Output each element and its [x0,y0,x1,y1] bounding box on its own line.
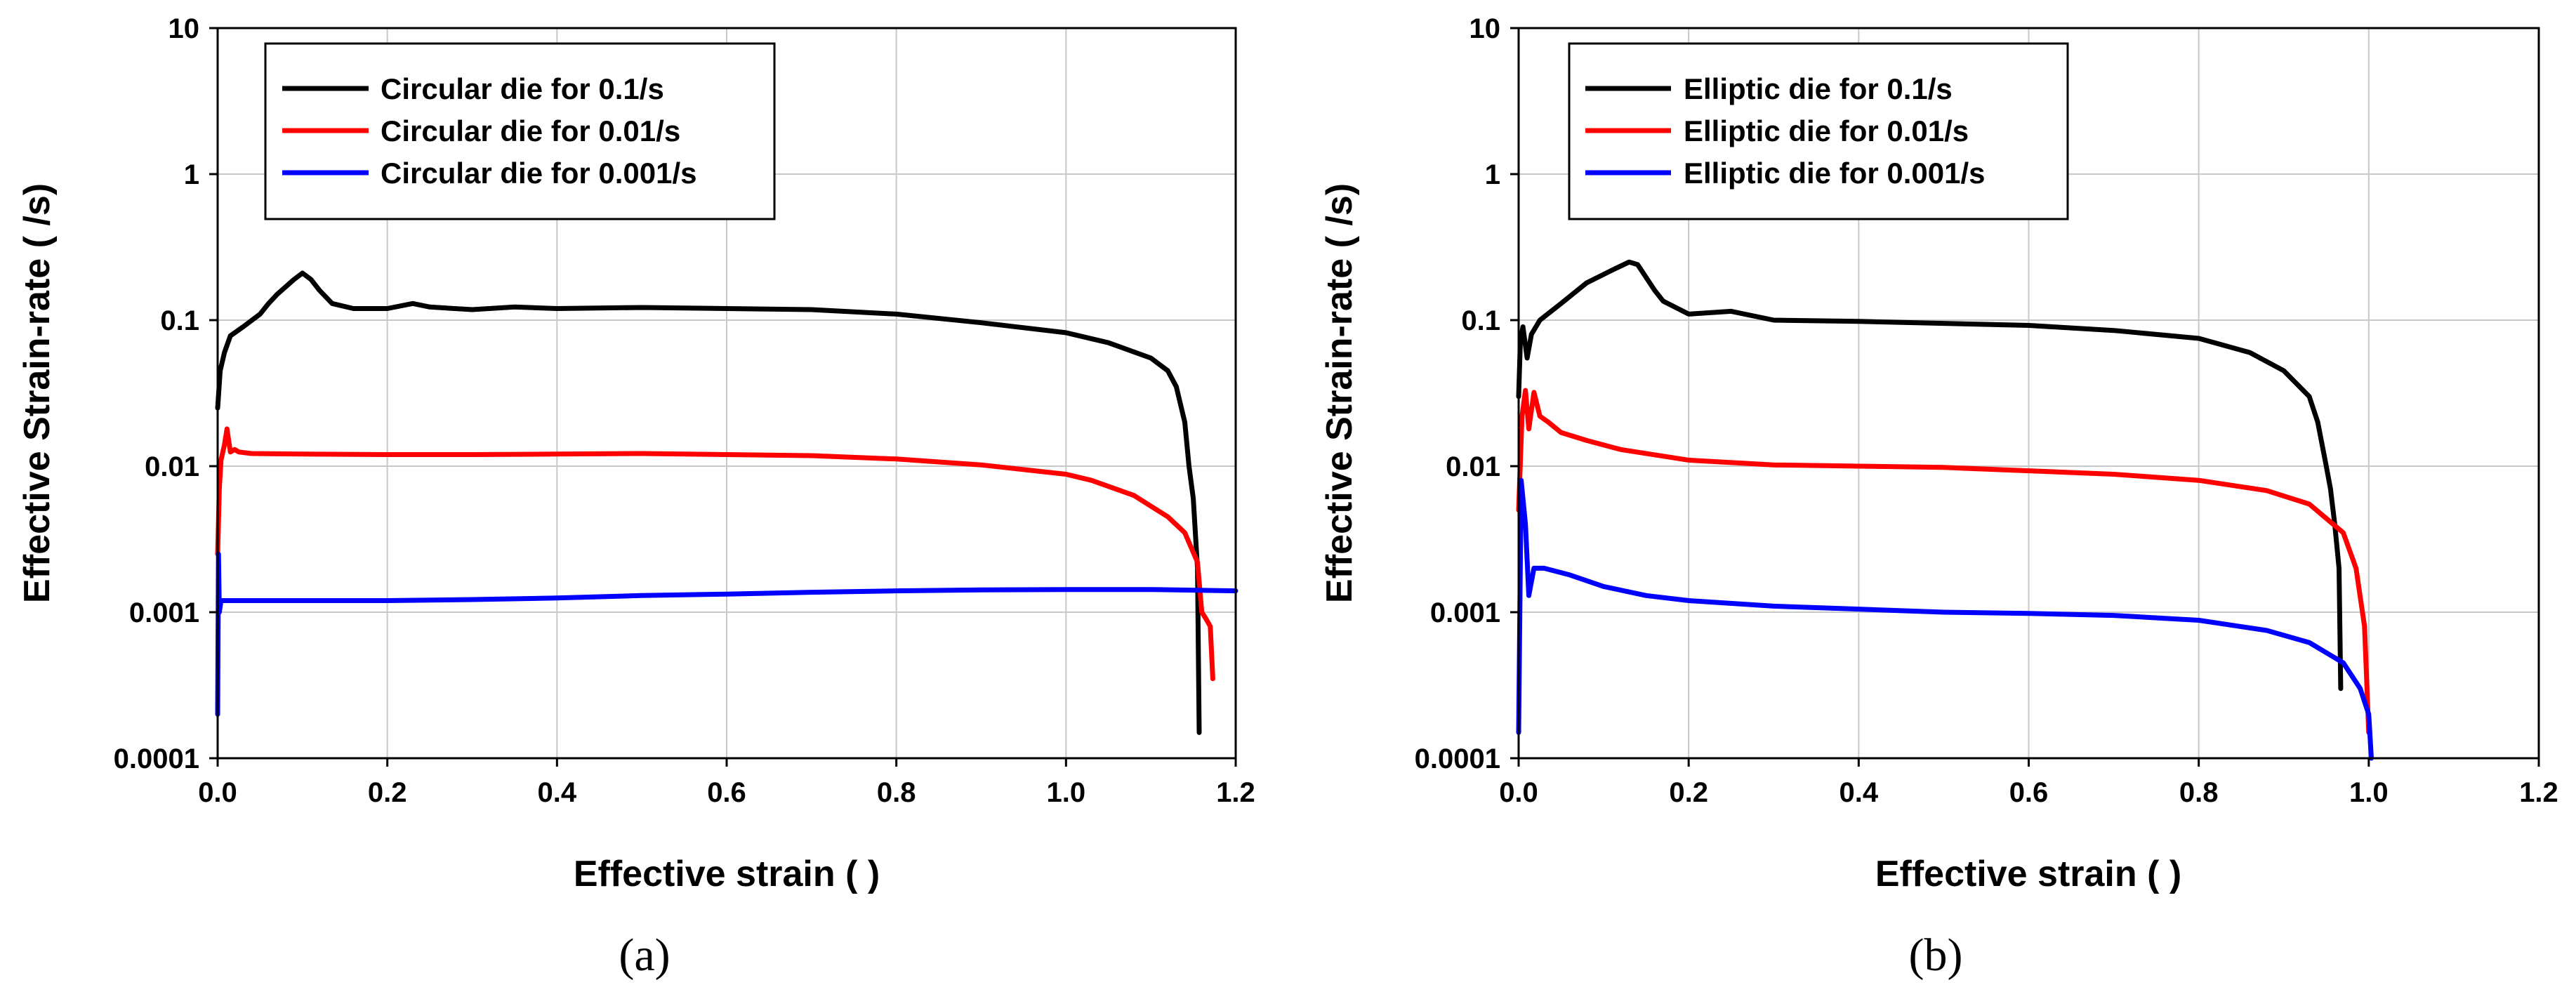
series-line-b-1 [1516,388,2372,735]
legend-label-a-0: Circular die for 0.1/s [381,72,664,105]
x-tick-label-b-4: 0.8 [2179,777,2219,808]
x-ticks-b: 0.0 0.2 0.4 0.6 0.8 1.0 1.2 [1499,758,2558,808]
y-tick-label-a-0: 0.0001 [114,743,199,774]
series-line-a-1 [215,426,1215,682]
series-line-b-0 [1516,259,2344,692]
legend-label-a-1: Circular die for 0.01/s [381,114,680,147]
x-tick-label-b-1: 0.2 [1669,777,1708,808]
x-tick-label-b-0: 0.0 [1499,777,1538,808]
series-line-a-2 [215,551,1239,717]
legend-b: Elliptic die for 0.1/s Elliptic die for … [1568,42,2069,220]
legend-label-b-2: Elliptic die for 0.001/s [1684,157,1986,190]
y-tick-label-b-5: 10 [1469,13,1501,44]
plot-border-b [1517,27,2540,760]
x-tick-label-b-5: 1.0 [2349,777,2389,808]
y-ticks-b: 0.0001 0.001 0.01 0.1 1 10 [1415,13,1519,774]
y-tick-label-b-3: 0.1 [1461,305,1500,336]
y-tick-label-b-1: 0.001 [1430,597,1500,628]
x-tick-label-a-5: 1.0 [1047,777,1086,808]
caption-a: (a) [619,930,670,981]
series-line-a-0 [215,270,1202,735]
x-axis-label-a: Effective strain ( ) [574,854,880,894]
x-tick-label-a-1: 0.2 [368,777,407,808]
y-tick-label-a-3: 0.1 [160,305,199,336]
caption-b: (b) [1909,930,1963,981]
chart-panel-a: 0.0 0.2 0.4 0.6 0.8 1.0 1.2 0.0001 0.001 0.01 0.1… [17,13,1255,981]
series-group-b [1516,259,2374,761]
x-tick-label-b-3: 0.6 [2009,777,2049,808]
y-tick-label-a-2: 0.01 [145,451,199,482]
y-axis-label-a: Effective Strain-rate ( /s) [17,183,58,603]
y-tick-label-b-2: 0.01 [1446,451,1500,482]
x-tick-label-a-6: 1.2 [1216,777,1255,808]
y-axis-label-b: Effective Strain-rate ( /s) [1319,183,1360,603]
legend-label-b-1: Elliptic die for 0.01/s [1684,114,1969,147]
x-tick-label-b-6: 1.2 [2519,777,2558,808]
legend-a: Circular die for 0.1/s Circular die for … [264,42,776,220]
legend-label-b-0: Elliptic die for 0.1/s [1684,72,1953,105]
legend-label-a-2: Circular die for 0.001/s [381,157,697,190]
x-tick-label-b-2: 0.4 [1839,777,1879,808]
x-tick-label-a-0: 0.0 [198,777,237,808]
x-axis-label-b: Effective strain ( ) [1875,854,2181,894]
y-ticks-a: 0.0001 0.001 0.01 0.1 1 10 [114,13,218,774]
chart-panel-b: 0.0 0.2 0.4 0.6 0.8 1.0 1.2 0.0001 0.001 0.01 0.1… [1319,13,2558,981]
plot-border-a [216,27,1237,760]
x-ticks-a: 0.0 0.2 0.4 0.6 0.8 1.0 1.2 [198,758,1255,808]
series-line-b-2 [1516,477,2374,761]
series-group-a [215,270,1239,735]
x-tick-label-a-4: 0.8 [877,777,916,808]
x-tick-label-a-2: 0.4 [538,777,577,808]
y-tick-label-a-1: 0.001 [129,597,199,628]
y-tick-label-a-5: 10 [169,13,200,44]
y-tick-label-b-4: 1 [1485,159,1500,190]
y-tick-label-b-0: 0.0001 [1415,743,1500,774]
y-tick-label-a-4: 1 [184,159,199,190]
x-tick-label-a-3: 0.6 [707,777,746,808]
